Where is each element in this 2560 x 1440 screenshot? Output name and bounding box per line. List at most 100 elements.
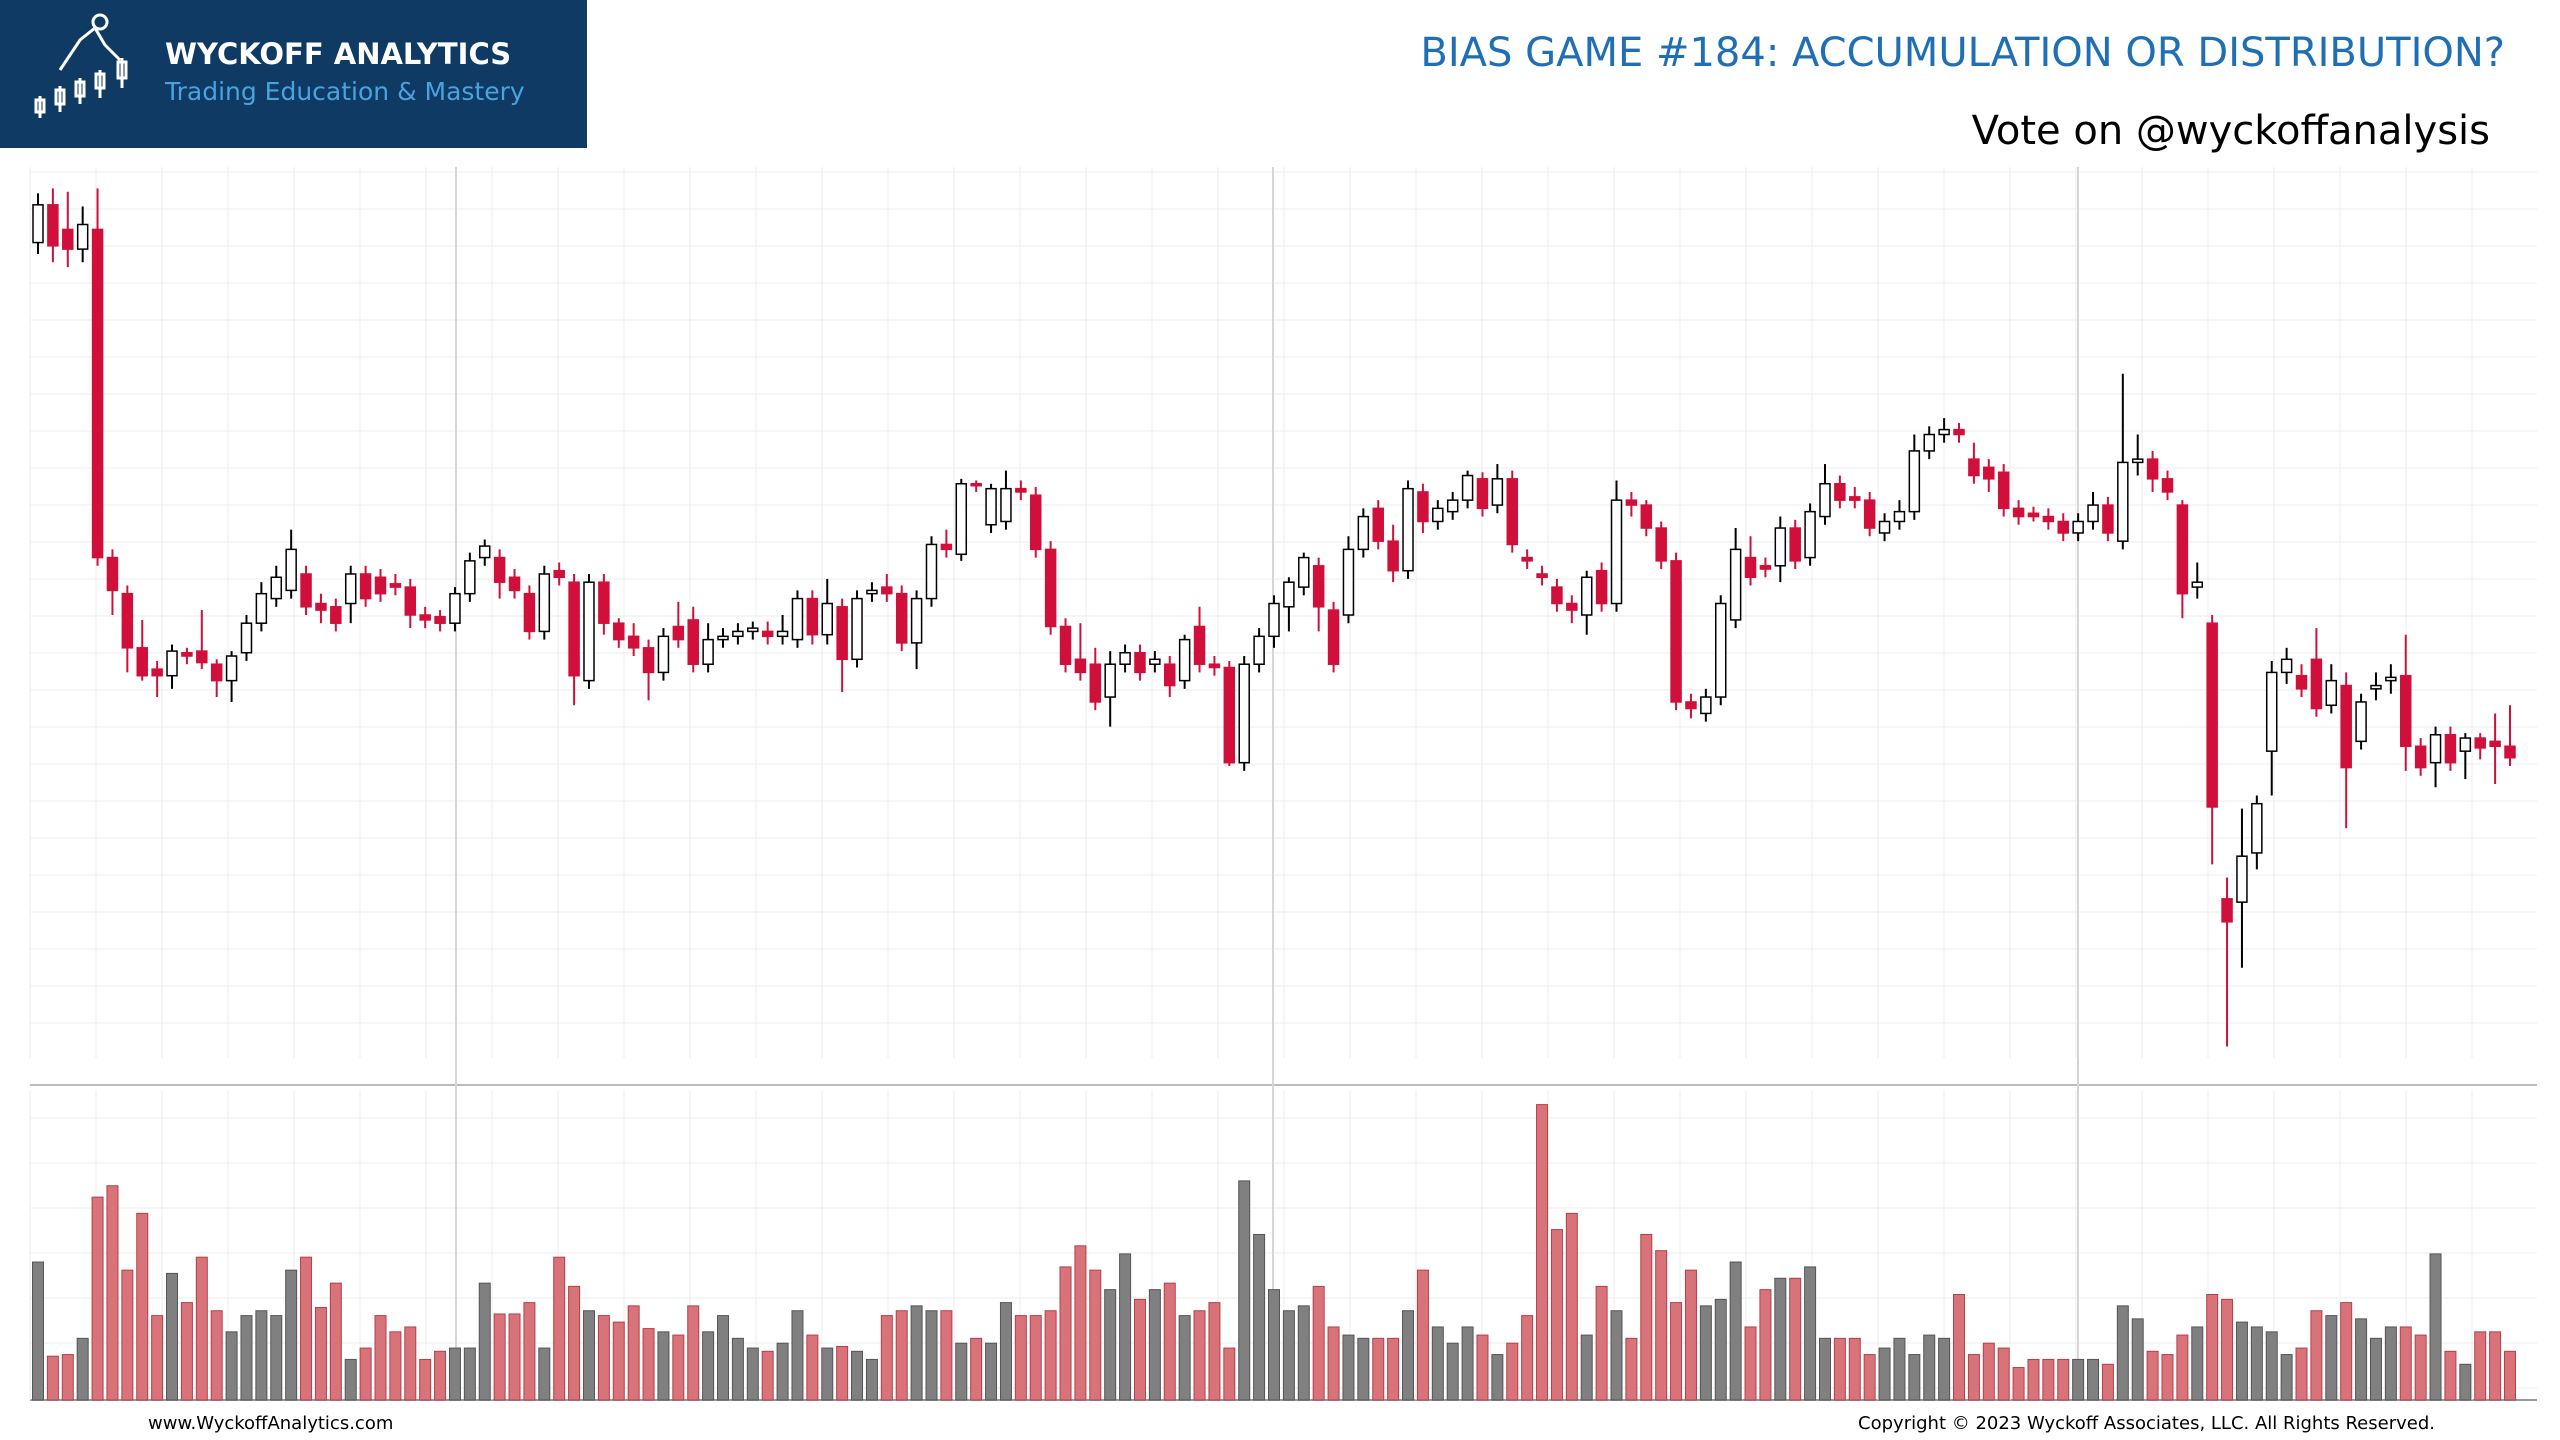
candle-body: [1893, 510, 1906, 523]
candle-body: [538, 573, 551, 633]
volume-bar: [2250, 1326, 2263, 1401]
candle-body: [404, 586, 417, 616]
candle-body: [1878, 520, 1891, 534]
candle-body: [240, 622, 253, 654]
candle-body: [2325, 679, 2338, 706]
candle-body: [1536, 573, 1548, 579]
volume-bar: [1714, 1298, 1727, 1401]
candle-body: [1312, 565, 1325, 608]
volume-bar: [121, 1269, 134, 1401]
volume-bar: [1312, 1285, 1325, 1401]
volume-bar: [210, 1310, 223, 1401]
volume-bar: [2087, 1358, 2100, 1401]
volume-bar: [746, 1347, 759, 1401]
candle-body: [2504, 745, 2516, 759]
volume-bar: [2012, 1367, 2025, 1401]
volume-bar: [2265, 1331, 2278, 1401]
volume-bar: [1163, 1282, 1176, 1401]
volume-bar: [910, 1305, 923, 1401]
volume-bar: [2206, 1294, 2219, 1401]
volume-bar: [731, 1337, 744, 1401]
volume-bar: [2340, 1302, 2353, 1401]
candle-body: [776, 630, 789, 638]
volume-bar: [1953, 1294, 1966, 1401]
candle-body: [1134, 651, 1146, 674]
volume-bar: [2280, 1354, 2293, 1401]
candle-body: [1700, 696, 1712, 715]
candle-body: [1983, 466, 1995, 480]
volume-bar: [1625, 1337, 1638, 1401]
candle-body: [598, 581, 610, 624]
volume-bar: [1759, 1289, 1772, 1401]
candle-body: [523, 592, 536, 633]
volume-bar: [1848, 1337, 1861, 1401]
volume-bar: [1119, 1253, 1132, 1401]
candle-body: [732, 630, 744, 638]
volume-bar: [2444, 1350, 2457, 1401]
volume-bar: [1878, 1347, 1891, 1401]
candle-body: [2385, 676, 2397, 682]
volume-bar: [1268, 1289, 1280, 1401]
volume-bar: [106, 1185, 119, 1401]
volume-bar: [1580, 1334, 1593, 1401]
candle-body: [1566, 602, 1578, 611]
volume-bar: [448, 1347, 461, 1401]
candle-body: [330, 606, 342, 624]
candle-body: [1089, 663, 1102, 703]
volume-bar: [1938, 1337, 1951, 1401]
volume-bar: [553, 1256, 566, 1401]
candle-body: [836, 606, 848, 661]
volume-bar: [1327, 1326, 1340, 1401]
candle-body: [1759, 565, 1772, 570]
candle-body: [2042, 515, 2055, 523]
candle-body: [910, 597, 923, 644]
volume-bar: [2384, 1326, 2397, 1401]
candle-body: [657, 635, 670, 674]
candle-body: [1193, 625, 1206, 665]
volume-bar: [2101, 1363, 2114, 1401]
volume-bar: [404, 1326, 417, 1401]
volume-bar: [1491, 1354, 1504, 1401]
candle-body: [1744, 556, 1757, 579]
volume-bar: [865, 1358, 878, 1401]
candle-body: [508, 576, 521, 592]
volume-bar: [1402, 1310, 1415, 1401]
candle-body: [2221, 898, 2233, 923]
candle-body: [181, 651, 193, 657]
volume-bar: [895, 1310, 908, 1401]
volume-bar: [1178, 1315, 1191, 1401]
volume-bar: [136, 1212, 149, 1401]
candle-body: [761, 630, 774, 638]
volume-bar: [1982, 1342, 1995, 1401]
volume-bar: [195, 1256, 208, 1401]
candle-body: [2489, 740, 2501, 748]
volume-bar: [1148, 1289, 1161, 1401]
footer-website: www.WyckoffAnalytics.com: [148, 1413, 393, 1434]
candle-body: [2444, 734, 2457, 764]
volume-bar: [1372, 1337, 1385, 1401]
candle-body: [1283, 581, 1295, 608]
volume-bar: [1818, 1337, 1831, 1401]
candle-body: [374, 576, 387, 595]
volume-bar: [2235, 1321, 2248, 1401]
candle-body: [2027, 512, 2040, 518]
candle-body: [2012, 507, 2025, 518]
candle-body: [62, 228, 74, 250]
candle-body: [2191, 581, 2204, 588]
candle-body: [1223, 666, 1236, 764]
candle-body: [2236, 855, 2248, 903]
candle-body: [91, 228, 104, 559]
candle-body: [970, 482, 982, 487]
volume-bar: [1342, 1334, 1355, 1401]
volume-bar: [270, 1315, 283, 1401]
candle-body: [1402, 487, 1414, 572]
volume-bar: [806, 1334, 819, 1401]
candle-body: [225, 655, 238, 682]
volume-bar: [2057, 1358, 2070, 1401]
volume-bar: [538, 1347, 551, 1401]
volume-bar: [1789, 1277, 1802, 1401]
volume-bar: [1014, 1315, 1027, 1401]
volume-bar: [389, 1331, 402, 1401]
candle-body: [1000, 487, 1012, 523]
